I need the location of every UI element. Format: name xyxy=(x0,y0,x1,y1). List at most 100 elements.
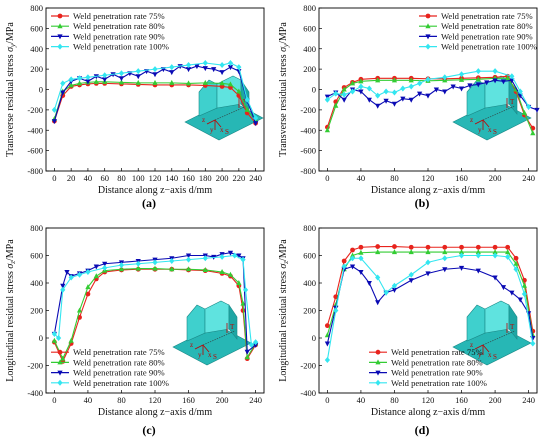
data-point-80 xyxy=(521,109,528,115)
data-point-90 xyxy=(500,285,507,291)
data-point-100 xyxy=(475,252,481,259)
data-point-75 xyxy=(341,258,347,264)
chart-panel-3: 0 40 80 120 160 200 240 -400 -200 0 200 400 600 800 Di… xyxy=(278,223,538,437)
data-point-75 xyxy=(475,244,481,250)
data-point-80 xyxy=(408,249,414,255)
data-point-80 xyxy=(185,80,192,86)
data-point-80 xyxy=(219,269,225,274)
data-point-100 xyxy=(102,72,108,79)
data-point-80 xyxy=(152,79,158,85)
legend-marker-75 xyxy=(425,13,431,19)
y-tick-label: 400 xyxy=(303,278,316,288)
x-tick-label: 80 xyxy=(390,395,399,405)
data-point-100 xyxy=(358,255,364,262)
data-point-100 xyxy=(442,74,448,81)
inset-axis-z xyxy=(206,119,216,125)
inset-weld-line xyxy=(202,330,236,346)
data-point-75 xyxy=(492,244,498,250)
x-tick-label: 240 xyxy=(522,173,535,183)
inset-label-y: y xyxy=(478,126,482,134)
series-100 xyxy=(51,252,259,348)
x-tick-label: 200 xyxy=(216,395,229,405)
legend-label: Weld penetration rate 80% xyxy=(73,21,165,31)
data-point-90 xyxy=(227,65,234,71)
y-tick-label: 0 xyxy=(39,85,43,95)
y-tick-label: -400 xyxy=(300,125,316,135)
data-point-90 xyxy=(341,97,347,103)
x-tick-label: 240 xyxy=(249,395,262,405)
data-point-80 xyxy=(341,86,347,92)
series-100 xyxy=(324,68,532,110)
data-point-90 xyxy=(253,121,259,127)
data-point-100 xyxy=(400,85,406,92)
data-point-80 xyxy=(375,249,381,255)
data-point-100 xyxy=(102,264,108,271)
data-point-80 xyxy=(530,130,536,136)
data-point-100 xyxy=(248,341,255,348)
x-tick-label: 160 xyxy=(455,395,468,405)
legend-label: Weld penetration rate 90% xyxy=(73,368,165,378)
inset-label-s: S xyxy=(493,353,497,361)
data-point-100 xyxy=(68,76,74,83)
data-point-90 xyxy=(185,67,192,73)
data-point-90 xyxy=(517,297,523,303)
y-tick-label: 200 xyxy=(303,64,316,74)
x-axis-label: Distance along z−axis d/mm xyxy=(98,407,212,418)
data-point-90 xyxy=(366,281,372,286)
data-point-90 xyxy=(202,66,208,72)
y-tick-label: -400 xyxy=(300,388,316,398)
y-axis-label-subscript: z xyxy=(9,261,17,265)
data-point-80 xyxy=(118,79,125,85)
data-point-100 xyxy=(240,256,246,263)
data-point-100 xyxy=(492,252,498,259)
data-point-100 xyxy=(391,282,398,289)
inset-axis-x xyxy=(482,344,490,353)
y-axis-label-main: Transverse residual stress xyxy=(278,52,289,157)
legend-label: Weld penetration rate 75% xyxy=(73,347,165,357)
data-point-80 xyxy=(76,307,83,313)
chart-panel-2: 0 40 80 120 160 200 240 -400 -200 0 200 400 600 800 Di… xyxy=(5,223,265,437)
y-tick-label: 800 xyxy=(30,223,43,233)
panel-label: (b) xyxy=(415,196,430,210)
data-point-100 xyxy=(341,91,347,98)
inset-label-y: y xyxy=(198,351,202,359)
y-tick-label: -800 xyxy=(300,166,316,176)
x-tick-label: 120 xyxy=(422,395,435,405)
data-point-100 xyxy=(219,253,225,260)
data-point-90 xyxy=(135,74,141,80)
data-point-90 xyxy=(93,264,99,270)
y-tick-label: -200 xyxy=(300,105,316,115)
legend-label: Weld penetration rate 80% xyxy=(73,357,165,367)
data-point-100 xyxy=(253,115,259,122)
data-point-80 xyxy=(202,266,208,272)
x-tick-label: 160 xyxy=(182,173,195,183)
data-point-80 xyxy=(391,77,398,83)
data-point-100 xyxy=(425,259,431,266)
data-point-100 xyxy=(244,96,250,103)
data-point-100 xyxy=(366,85,372,92)
y-axis-label-symbol: σ xyxy=(5,263,16,269)
legend-marker-100 xyxy=(57,43,63,50)
y-tick-label: -800 xyxy=(27,166,43,176)
data-point-100 xyxy=(383,289,389,296)
inset-label-y: y xyxy=(478,351,482,359)
data-point-80 xyxy=(375,77,381,83)
inset-label-z: z xyxy=(202,116,205,124)
panel-label: (d) xyxy=(415,423,430,437)
data-point-90 xyxy=(458,265,465,271)
legend-marker-75 xyxy=(375,349,381,355)
data-point-80 xyxy=(51,337,57,343)
inset-web-top xyxy=(204,300,230,334)
data-point-100 xyxy=(253,339,259,346)
data-point-90 xyxy=(383,98,389,104)
inset-web-left xyxy=(466,304,486,342)
data-point-100 xyxy=(135,260,141,267)
y-tick-label: 400 xyxy=(30,44,43,54)
data-point-100 xyxy=(118,70,125,77)
y-tick-label: -200 xyxy=(27,361,43,371)
data-point-90 xyxy=(60,283,66,289)
legend-marker-80 xyxy=(57,23,63,29)
data-point-100 xyxy=(85,269,91,275)
panel-label: (c) xyxy=(142,423,155,437)
data-point-90 xyxy=(391,101,398,107)
